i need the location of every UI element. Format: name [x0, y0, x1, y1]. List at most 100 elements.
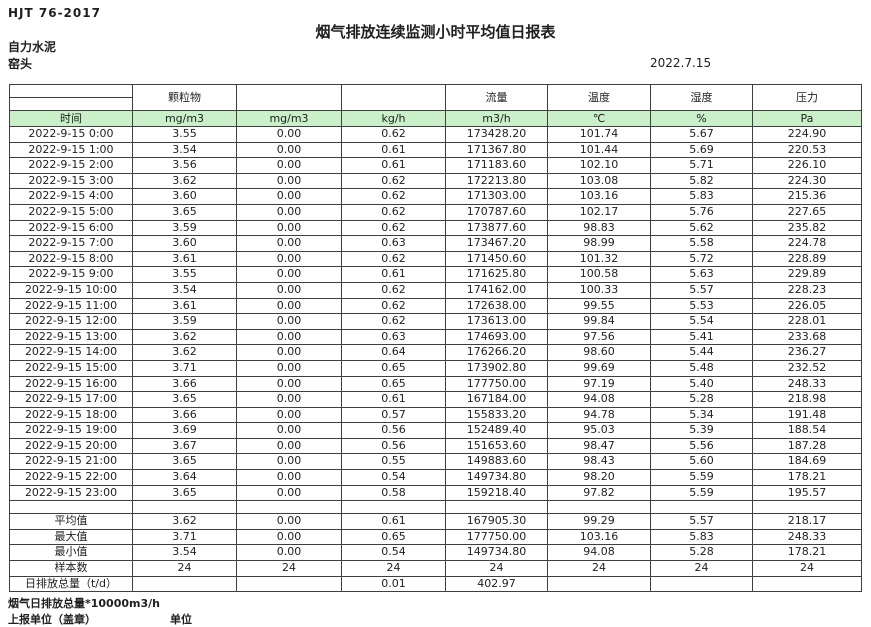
hourly-row: 2022-9-15 20:00 3.67 0.00 0.56 151653.60 98.4…: [9, 437, 862, 455]
value-cell: 5.62: [650, 219, 753, 237]
summary-label-cell: 日排放总量（t/d）: [9, 575, 133, 593]
time-cell: 2022-9-15 15:00: [9, 359, 133, 377]
value-cell: 0.56: [341, 437, 446, 455]
value-cell: 0.54: [341, 469, 446, 486]
value-cell: 173902.80: [445, 359, 548, 377]
value-cell: 177750.00: [445, 375, 548, 393]
value-cell: 173613.00: [445, 313, 548, 330]
value-cell: 173467.20: [445, 235, 548, 252]
value-cell: 3.61: [132, 297, 237, 315]
empty-cell: [445, 500, 548, 515]
hourly-data-body: 2022-9-15 0:00 3.55 0.00 0.62 173428.20 101.7…: [9, 126, 862, 502]
value-cell: 0.00: [236, 437, 342, 455]
value-cell: 0.00: [236, 484, 342, 502]
summary-value-cell: 402.97: [445, 575, 548, 593]
value-cell: 3.69: [132, 422, 237, 439]
time-cell: 2022-9-15 9:00: [9, 266, 133, 283]
value-cell: 0.00: [236, 375, 342, 393]
time-cell: 2022-9-15 11:00: [9, 297, 133, 315]
value-cell: 101.44: [547, 141, 651, 159]
value-cell: 0.62: [341, 250, 446, 268]
value-cell: 97.56: [547, 328, 651, 346]
value-cell: 171367.80: [445, 141, 548, 159]
value-cell: 5.83: [650, 188, 753, 205]
value-cell: 3.60: [132, 188, 237, 205]
value-cell: 0.62: [341, 219, 446, 237]
value-cell: 173877.60: [445, 219, 548, 237]
value-cell: 98.60: [547, 344, 651, 361]
value-cell: 3.66: [132, 406, 237, 424]
unit-header-percent: %: [650, 110, 753, 127]
time-cell: 2022-9-15 1:00: [9, 141, 133, 159]
summary-body: 平均值 3.62 0.00 0.61 167905.30 99.29 5.57 218.17 最…: [9, 513, 862, 593]
value-cell: 5.71: [650, 157, 753, 174]
summary-value-cell: 24: [445, 560, 548, 577]
value-cell: 0.00: [236, 344, 342, 361]
value-cell: 3.65: [132, 391, 237, 408]
value-cell: 0.61: [341, 266, 446, 283]
summary-value-cell: 177750.00: [445, 528, 548, 546]
value-cell: 5.67: [650, 126, 753, 143]
hourly-row: 2022-9-15 4:00 3.60 0.00 0.62 171303.00 103.1…: [9, 188, 862, 205]
unit-header-row: 时间 mg/m3 mg/m3 kg/h m3/h ℃ % Pa: [9, 110, 862, 127]
separator-body: [9, 500, 862, 515]
summary-value-cell: 24: [650, 560, 753, 577]
hourly-row: 2022-9-15 17:00 3.65 0.00 0.61 167184.00 94.0…: [9, 391, 862, 408]
value-cell: 3.54: [132, 141, 237, 159]
value-cell: 226.10: [752, 157, 862, 174]
value-cell: 224.90: [752, 126, 862, 143]
summary-value-cell: 24: [132, 560, 237, 577]
summary-value-cell: 248.33: [752, 528, 862, 546]
summary-value-cell: 167905.30: [445, 513, 548, 530]
hourly-row: 2022-9-15 5:00 3.65 0.00 0.62 170787.60 102.1…: [9, 203, 862, 221]
value-cell: 0.00: [236, 266, 342, 283]
value-cell: 0.00: [236, 172, 342, 190]
column-header-blank-1: [236, 84, 342, 111]
value-cell: 5.39: [650, 422, 753, 439]
value-cell: 0.61: [341, 141, 446, 159]
value-cell: 3.55: [132, 266, 237, 283]
value-cell: 0.00: [236, 422, 342, 439]
value-cell: 0.62: [341, 172, 446, 190]
summary-row: 平均值 3.62 0.00 0.61 167905.30 99.29 5.57 218.17: [9, 513, 862, 530]
value-cell: 0.55: [341, 453, 446, 471]
time-header-split-top: [9, 84, 133, 98]
value-cell: 171625.80: [445, 266, 548, 283]
time-cell: 2022-9-15 2:00: [9, 157, 133, 174]
value-cell: 0.63: [341, 235, 446, 252]
value-cell: 232.52: [752, 359, 862, 377]
value-cell: 172213.80: [445, 172, 548, 190]
value-cell: 103.08: [547, 172, 651, 190]
value-cell: 3.65: [132, 453, 237, 471]
unit-header-mgm3-b: mg/m3: [236, 110, 342, 127]
unit-header-m3h: m3/h: [445, 110, 548, 127]
standard-ref: HJT 76-2017: [8, 6, 101, 20]
hourly-row: 2022-9-15 13:00 3.62 0.00 0.63 174693.00 97.5…: [9, 328, 862, 346]
value-cell: 0.00: [236, 297, 342, 315]
group-header-row: 颗粒物 流量 温度 湿度 压力: [9, 84, 862, 111]
unit-header-mgm3-a: mg/m3: [132, 110, 237, 127]
value-cell: 5.54: [650, 313, 753, 330]
empty-cell: [236, 500, 342, 515]
summary-value-cell: [752, 575, 862, 593]
summary-value-cell: 0.00: [236, 513, 342, 530]
time-cell: 2022-9-15 18:00: [9, 406, 133, 424]
value-cell: 188.54: [752, 422, 862, 439]
value-cell: 102.10: [547, 157, 651, 174]
hourly-row: 2022-9-15 14:00 3.62 0.00 0.64 176266.20 98.6…: [9, 344, 862, 361]
hourly-row: 2022-9-15 15:00 3.71 0.00 0.65 173902.80 99.6…: [9, 359, 862, 377]
value-cell: 224.78: [752, 235, 862, 252]
value-cell: 5.48: [650, 359, 753, 377]
summary-value-cell: 0.61: [341, 513, 446, 530]
value-cell: 5.34: [650, 406, 753, 424]
summary-value-cell: 218.17: [752, 513, 862, 530]
hourly-row: 2022-9-15 2:00 3.56 0.00 0.61 171183.60 102.1…: [9, 157, 862, 174]
time-cell: 2022-9-15 23:00: [9, 484, 133, 502]
value-cell: 159218.40: [445, 484, 548, 502]
value-cell: 0.00: [236, 406, 342, 424]
value-cell: 102.17: [547, 203, 651, 221]
value-cell: 5.44: [650, 344, 753, 361]
summary-row: 日排放总量（t/d） 0.01 402.97: [9, 575, 862, 593]
value-cell: 155833.20: [445, 406, 548, 424]
value-cell: 5.72: [650, 250, 753, 268]
